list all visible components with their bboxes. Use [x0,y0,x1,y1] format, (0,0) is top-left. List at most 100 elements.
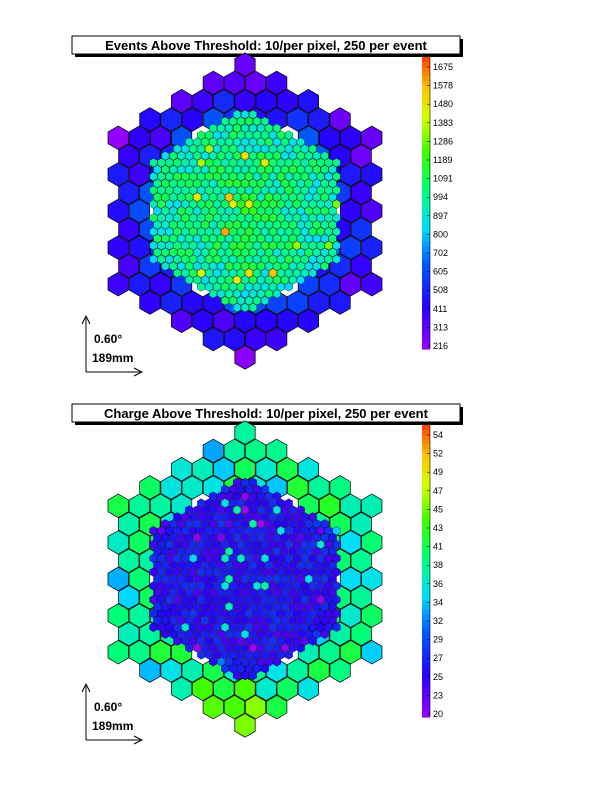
inner-pixel [233,206,241,216]
inner-pixel [249,275,257,285]
inner-pixel [161,220,170,230]
inner-pixel [237,650,245,660]
inner-pixel [217,491,226,501]
inner-pixel [161,629,170,639]
inner-pixel [237,227,245,237]
inner-pixel [268,650,277,660]
inner-pixel [300,199,309,209]
colorbar-segment [422,339,430,345]
inner-pixel [153,247,162,258]
inner-pixel [177,247,186,258]
inner-pixel [249,289,257,299]
colorbar-tick-label: 47 [433,486,443,496]
colorbar-segment [422,707,430,713]
inner-pixel [205,130,214,140]
outer-pixel [234,52,256,77]
inner-pixel [272,491,281,501]
inner-pixel [316,199,325,209]
outer-pixel [266,694,288,720]
inner-pixel [252,664,261,674]
scale-arrow-head [133,735,144,745]
inner-pixel [197,539,206,550]
inner-pixel [241,657,249,667]
inner-pixel [193,629,202,639]
inner-pixel [161,615,170,626]
inner-pixel [332,185,341,195]
inner-pixel [173,608,182,619]
outer-pixel [340,125,362,151]
outer-pixel [255,88,277,114]
inner-pixel [225,657,234,667]
inner-pixel [308,553,317,563]
inner-pixel [280,261,289,271]
inner-pixel [296,233,305,244]
inner-pixel [229,526,238,536]
colorbar-tick-label: 897 [433,211,448,221]
inner-pixel [332,622,341,632]
inner-pixel [157,595,166,605]
colorbar-segment [422,149,430,155]
inner-pixel [308,581,317,591]
inner-pixel [312,615,321,626]
inner-pixel [292,227,301,237]
inner-pixel [229,227,238,237]
inner-pixel [237,526,245,536]
inner-pixel [328,574,337,584]
inner-pixel [264,588,273,598]
title-shadow [75,422,463,425]
inner-pixel [316,240,325,251]
inner-pixel [312,546,321,557]
inner-pixel [245,608,253,619]
outer-pixel [350,621,372,647]
inner-pixel [268,268,277,278]
inner-pixel [233,247,241,258]
inner-pixel [316,213,325,223]
inner-pixel [260,636,269,646]
outer-pixel [244,694,267,720]
colorbar-segment [422,173,430,180]
inner-pixel [217,532,226,543]
inner-pixel [217,178,226,189]
inner-pixel [272,220,281,230]
inner-pixel [252,254,261,264]
outer-pixel [202,326,224,352]
inner-pixel [332,526,341,536]
inner-pixel [249,151,257,161]
inner-pixel [241,302,249,313]
inner-pixel [312,178,321,189]
colorbar-segment [422,619,430,626]
colorbar-tick-label: 34 [433,597,443,607]
inner-pixel [300,512,309,522]
inner-pixel [241,601,249,612]
inner-pixel [260,268,269,278]
inner-pixel [221,130,230,140]
inner-pixel [237,296,245,306]
inner-pixel [260,282,269,292]
colorbar-segment [422,463,430,470]
inner-pixel [284,526,293,536]
inner-pixel [292,268,301,278]
colorbar-tick-label: 216 [433,341,448,351]
inner-pixel [292,199,301,209]
inner-pixel [288,560,297,570]
inner-pixel [177,164,186,175]
inner-pixel [296,137,305,147]
inner-pixel [332,199,341,209]
camera-heatmap [107,52,383,370]
outer-pixel [350,253,372,279]
inner-pixel [256,588,265,598]
inner-pixel [205,650,214,660]
inner-pixel [288,220,297,230]
inner-pixel [280,532,289,543]
colorbar-segment [422,266,430,272]
inner-pixel [245,526,253,536]
inner-pixel [201,192,210,202]
inner-pixel [260,254,269,264]
colorbar-segment [422,139,430,146]
inner-pixel [221,199,230,209]
inner-pixel [241,233,249,244]
inner-pixel [173,539,182,550]
inner-pixel [149,622,158,632]
inner-pixel [201,137,210,147]
inner-pixel [173,240,182,251]
